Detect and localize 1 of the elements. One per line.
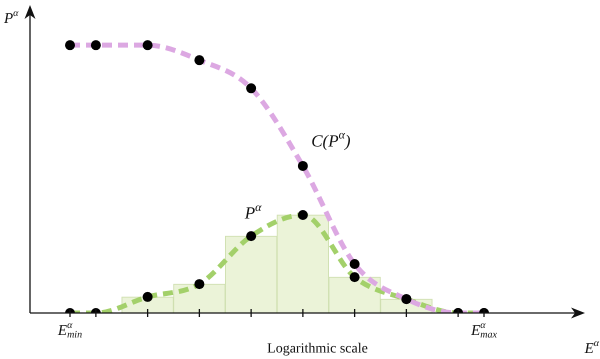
x-axis-title: Logarithmic scale [267, 342, 368, 357]
